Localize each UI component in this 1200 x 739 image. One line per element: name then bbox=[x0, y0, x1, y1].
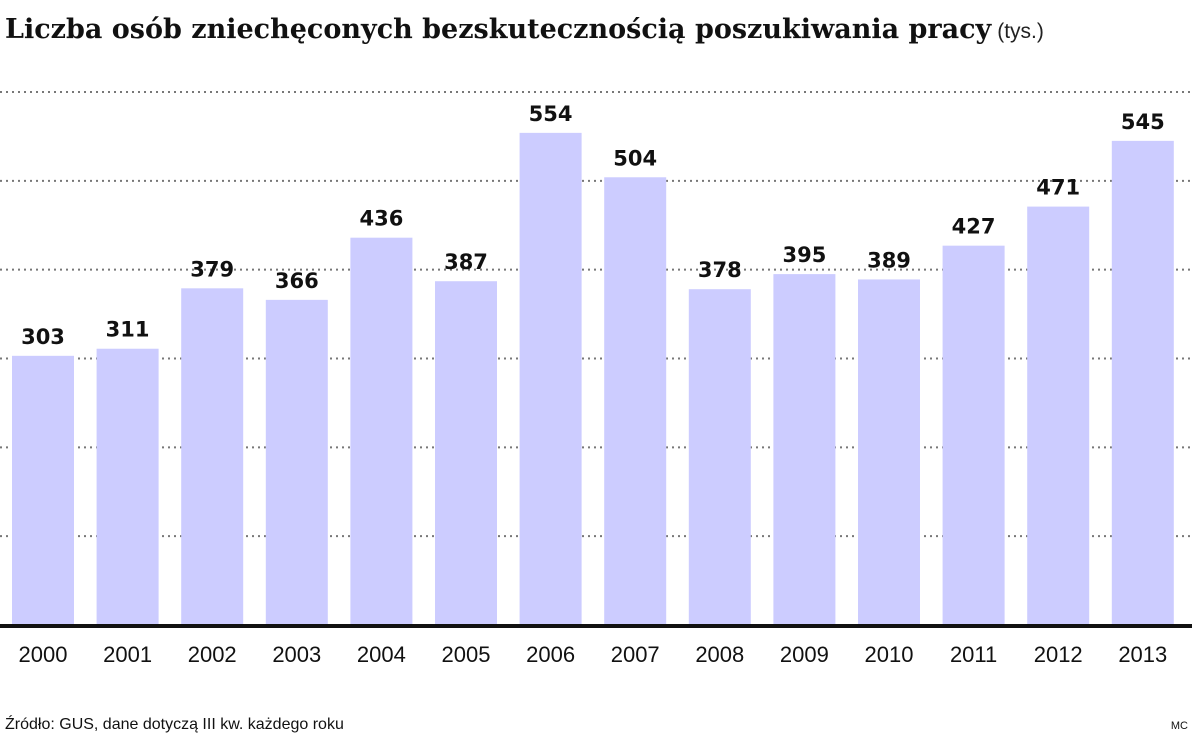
x-tick-2008: 2008 bbox=[695, 642, 744, 667]
value-label-2004: 436 bbox=[359, 207, 403, 231]
value-label-2008: 378 bbox=[698, 258, 742, 282]
value-label-2000: 303 bbox=[21, 325, 65, 349]
value-label-2012: 471 bbox=[1036, 176, 1080, 200]
value-label-2010: 389 bbox=[867, 248, 911, 272]
bar-2011 bbox=[942, 245, 1005, 625]
bar-2003 bbox=[265, 299, 328, 625]
value-label-2005: 387 bbox=[444, 250, 488, 274]
value-label-2011: 427 bbox=[952, 215, 996, 239]
value-label-2003: 366 bbox=[275, 269, 319, 293]
value-label-2007: 504 bbox=[613, 146, 657, 170]
bar-2012 bbox=[1027, 206, 1090, 625]
bar-2006 bbox=[519, 132, 582, 625]
x-tick-2002: 2002 bbox=[188, 642, 237, 667]
bar-2001 bbox=[96, 348, 159, 625]
chart-unit: (tys.) bbox=[997, 20, 1044, 43]
source-note: Źródło: GUS, dane dotyczą III kw. każdeg… bbox=[5, 716, 344, 733]
bar-2010 bbox=[858, 279, 920, 625]
value-label-2002: 379 bbox=[190, 257, 234, 281]
chart-title-text: Liczba osób zniechęconych bezskutecznośc… bbox=[5, 14, 992, 45]
x-tick-2010: 2010 bbox=[865, 642, 914, 667]
value-label-2006: 554 bbox=[529, 102, 573, 126]
x-tick-2012: 2012 bbox=[1034, 642, 1083, 667]
x-tick-2009: 2009 bbox=[780, 642, 829, 667]
value-label-2009: 395 bbox=[782, 243, 826, 267]
x-tick-2007: 2007 bbox=[611, 642, 660, 667]
x-tick-2003: 2003 bbox=[272, 642, 321, 667]
x-tick-2000: 2000 bbox=[19, 642, 68, 667]
chart-title: Liczba osób zniechęconych bezskutecznośc… bbox=[5, 14, 1044, 45]
value-label-2013: 545 bbox=[1121, 110, 1165, 134]
x-tick-2006: 2006 bbox=[526, 642, 575, 667]
x-tick-2004: 2004 bbox=[357, 642, 406, 667]
x-tick-2011: 2011 bbox=[950, 642, 997, 667]
bar-2005 bbox=[435, 281, 497, 625]
x-tick-2013: 2013 bbox=[1118, 642, 1167, 667]
bar-2009 bbox=[773, 274, 836, 625]
x-tick-2005: 2005 bbox=[442, 642, 491, 667]
x-tick-2001: 2001 bbox=[103, 642, 152, 667]
value-label-2001: 311 bbox=[106, 318, 150, 342]
bar-2002 bbox=[181, 288, 244, 625]
bar-2000 bbox=[12, 355, 74, 625]
bar-2004 bbox=[350, 237, 413, 626]
bar-2007 bbox=[604, 177, 667, 625]
author-credit: MC bbox=[1170, 720, 1188, 732]
bar-2013 bbox=[1111, 140, 1174, 625]
bar-chart: 303 2000 311 2001 379 2002 366 2003 436 2004 387 20… bbox=[0, 91, 1192, 667]
bar-2008 bbox=[688, 289, 751, 625]
